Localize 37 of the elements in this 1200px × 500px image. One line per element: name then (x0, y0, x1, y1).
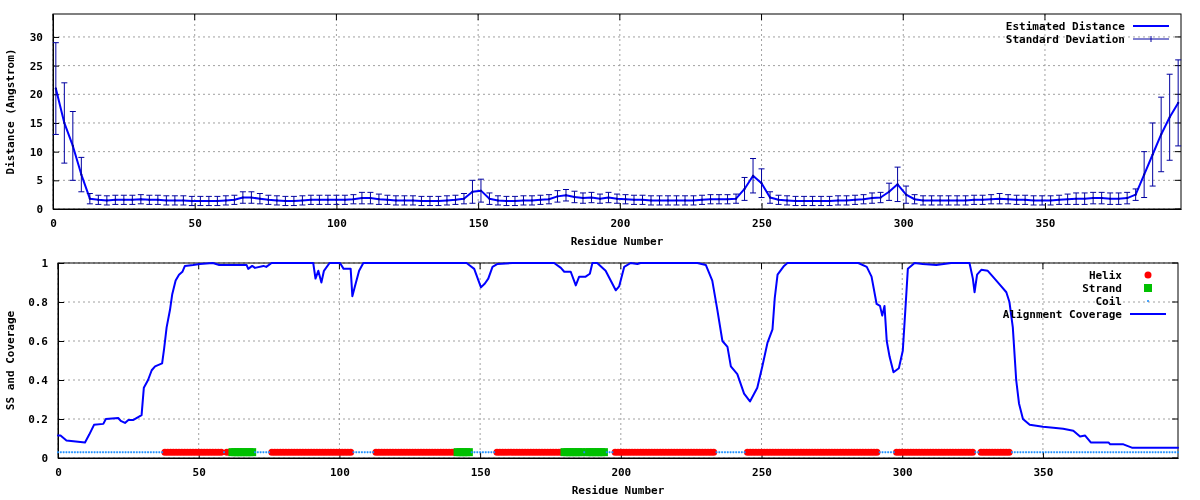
y-tick-label: 15 (29, 116, 43, 130)
y-tick-label: 0 (36, 203, 43, 217)
y-tick-label: 1 (41, 257, 49, 271)
x-tick-label: 50 (188, 216, 202, 230)
y-tick-label: 5 (36, 174, 43, 188)
x-tick-label: 150 (468, 216, 489, 230)
y-tick-label: 0.2 (28, 413, 48, 427)
y-axis-title: Distance (Angstrom) (4, 48, 17, 175)
y-tick-label: 0.8 (28, 296, 48, 310)
y-tick-label: 30 (29, 30, 43, 44)
x-tick-label: 250 (752, 465, 772, 479)
x-tick-label: 200 (611, 465, 632, 479)
y-tick-label: 0 (41, 452, 48, 466)
x-tick-label: 100 (326, 216, 347, 230)
y-tick-label: 0.6 (28, 335, 49, 349)
y-tick-label: 10 (29, 145, 43, 159)
legend-label: Strand (1082, 282, 1122, 295)
x-axis-title: Residue Number (571, 484, 665, 497)
x-tick-label: 350 (1033, 465, 1054, 479)
y-tick-label: 25 (29, 59, 43, 73)
y-tick-label: 0.4 (28, 374, 49, 388)
x-tick-label: 0 (55, 465, 62, 479)
x-tick-label: 150 (470, 465, 491, 479)
x-tick-label: 300 (892, 465, 913, 479)
x-tick-label: 200 (610, 216, 631, 230)
y-axis-title: SS and Coverage (4, 310, 17, 411)
x-tick-label: 100 (329, 465, 350, 479)
x-tick-label: 250 (752, 216, 772, 230)
legend-label: Estimated Distance (1005, 20, 1126, 33)
x-tick-label: 50 (192, 465, 206, 479)
legend-label: Standard Deviation (1005, 33, 1125, 46)
legend-label: Helix (1088, 269, 1123, 282)
legend-label: Coil (1095, 295, 1122, 308)
y-tick-label: 20 (29, 88, 43, 102)
x-tick-label: 350 (1035, 216, 1056, 230)
x-tick-label: 300 (893, 216, 914, 230)
x-axis-title: Residue Number (570, 235, 664, 248)
